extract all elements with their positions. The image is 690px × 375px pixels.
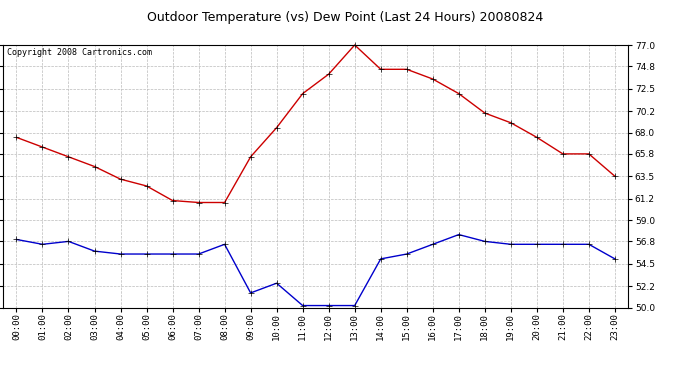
Text: Copyright 2008 Cartronics.com: Copyright 2008 Cartronics.com [7,48,152,57]
Text: Outdoor Temperature (vs) Dew Point (Last 24 Hours) 20080824: Outdoor Temperature (vs) Dew Point (Last… [147,11,543,24]
